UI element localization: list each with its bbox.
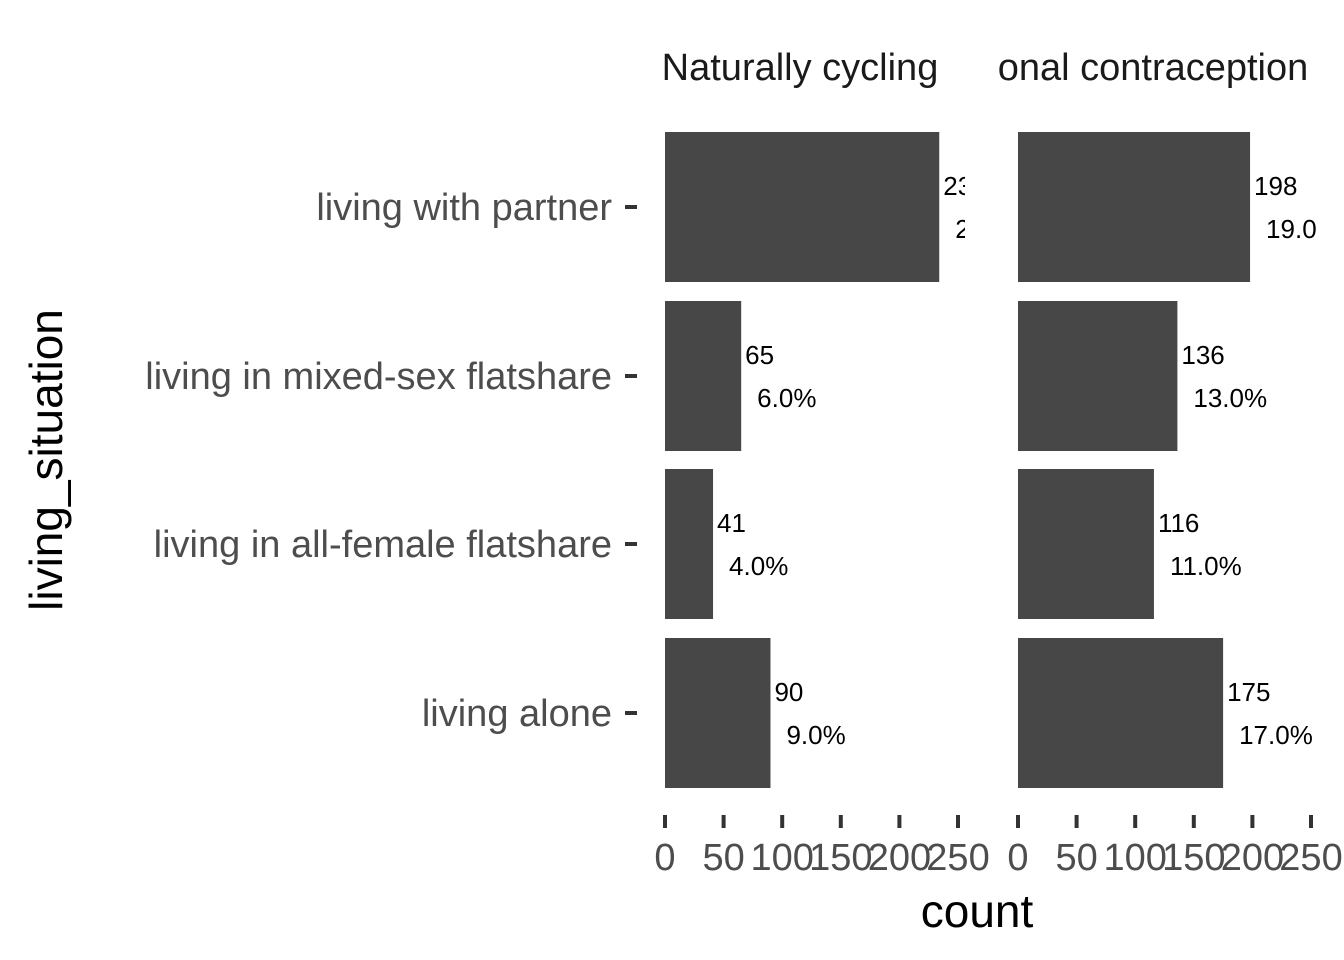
count-label: 23 (943, 171, 972, 201)
count-label: 65 (745, 340, 774, 370)
percent-label: 11.0% (1170, 551, 1242, 581)
percent-label: 9.0% (786, 720, 845, 750)
bar (1018, 638, 1224, 788)
bar (665, 638, 771, 788)
x-tick-label: 150 (1162, 837, 1225, 879)
count-label: 198 (1254, 171, 1297, 201)
count-label: 116 (1158, 508, 1199, 538)
y-tick-label: living with partner (316, 187, 612, 229)
percent-label: 2 (955, 214, 969, 244)
panel-contents: 23 2 65 6.0% 41 4.0% 90 9.0% (665, 132, 972, 788)
x-tick-label: 50 (1055, 837, 1097, 879)
bar (1018, 301, 1178, 451)
panel-contents: 198 19.0 136 13.0% 116 11.0% 175 17.0% (1018, 132, 1317, 788)
y-axis-title: living_situation (20, 309, 72, 611)
x-tick-label: 50 (702, 837, 744, 879)
x-tick-label: 200 (1221, 837, 1284, 879)
percent-label: 13.0% (1193, 383, 1267, 413)
count-label: 41 (717, 508, 746, 538)
x-tick-label: 250 (926, 837, 989, 879)
facet-panel: onal contraception 198 19.0 136 13.0% 116 11.0… (998, 47, 1343, 879)
x-tick-label: 150 (809, 837, 872, 879)
bar (665, 469, 714, 619)
y-tick-label: living in all-female flatshare (154, 524, 612, 566)
x-tick-label: 100 (750, 837, 813, 879)
facet-panel: Naturally cycling 23 2 65 6.0% 41 4.0% 90 9.0% 0 5… (654, 47, 989, 879)
category-labels-layer: living with partner living in mixed-sex f… (145, 187, 637, 735)
y-tick-label: living alone (422, 693, 612, 735)
facet-strip-title: onal contraception (998, 47, 1309, 89)
x-tick-label: 0 (654, 837, 675, 879)
percent-label: 6.0% (757, 383, 816, 413)
count-label: 136 (1181, 340, 1224, 370)
percent-label: 17.0% (1239, 720, 1313, 750)
facet-strip-title: Naturally cycling (662, 47, 939, 89)
x-axis-title: count (921, 885, 1034, 937)
x-tick-label: 250 (1279, 837, 1342, 879)
percent-label: 4.0% (729, 551, 788, 581)
count-label: 90 (774, 677, 803, 707)
bar (1018, 469, 1154, 619)
x-tick-label: 0 (1007, 837, 1028, 879)
bar (1018, 132, 1251, 282)
bar (665, 132, 940, 282)
count-label: 175 (1227, 677, 1270, 707)
y-tick-label: living in mixed-sex flatshare (145, 356, 612, 398)
percent-label: 19.0 (1266, 214, 1317, 244)
x-tick-label: 200 (868, 837, 931, 879)
bar (665, 301, 742, 451)
x-tick-label: 100 (1103, 837, 1166, 879)
